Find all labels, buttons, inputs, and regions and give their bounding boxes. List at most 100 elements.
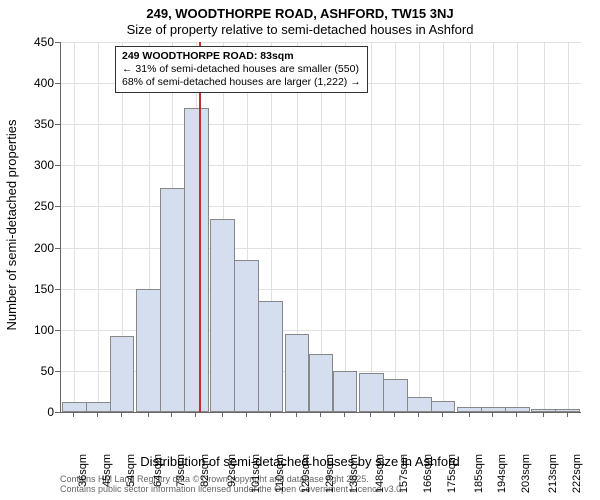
xtick-mark [270, 412, 271, 417]
xtick-label: 92sqm [226, 454, 238, 487]
histogram-bar [62, 402, 87, 412]
ytick-label: 300 [14, 158, 54, 172]
histogram-bar [285, 334, 310, 412]
annotation-box: 249 WOODTHORPE ROAD: 83sqm← 31% of semi-… [115, 46, 368, 93]
xtick-label: 222sqm [571, 454, 583, 493]
gridline-v [395, 42, 396, 412]
gridline-v [493, 42, 494, 412]
xtick-label: 175sqm [446, 454, 458, 493]
ytick-label: 350 [14, 117, 54, 131]
ytick-mark [55, 330, 60, 331]
xtick-label: 129sqm [324, 454, 336, 493]
xtick-label: 36sqm [77, 454, 89, 487]
xtick-mark [222, 412, 223, 417]
histogram-bar [110, 336, 135, 412]
xtick-mark [418, 412, 419, 417]
ytick-mark [55, 371, 60, 372]
histogram-bar [531, 409, 556, 412]
xtick-mark [492, 412, 493, 417]
xtick-mark [195, 412, 196, 417]
xtick-mark [344, 412, 345, 417]
xtick-label: 101sqm [250, 454, 262, 493]
xtick-mark [97, 412, 98, 417]
gridline-v [568, 42, 569, 412]
histogram-bar [383, 379, 408, 412]
ytick-label: 100 [14, 323, 54, 337]
gridline-v [345, 42, 346, 412]
xtick-label: 110sqm [274, 454, 286, 492]
histogram-bar [258, 301, 283, 412]
chart-title-main: 249, WOODTHORPE ROAD, ASHFORD, TW15 3NJ [0, 6, 600, 21]
plot-area: 249 WOODTHORPE ROAD: 83sqm← 31% of semi-… [60, 42, 581, 413]
xtick-mark [543, 412, 544, 417]
xtick-mark [171, 412, 172, 417]
xtick-label: 148sqm [374, 454, 386, 493]
ytick-mark [55, 83, 60, 84]
annotation-line-1: 249 WOODTHORPE ROAD: 83sqm [122, 50, 361, 63]
xtick-label: 54sqm [125, 454, 137, 487]
ytick-mark [55, 412, 60, 413]
histogram-bar [210, 219, 235, 412]
gridline-v [98, 42, 99, 412]
ytick-mark [55, 206, 60, 207]
ytick-label: 200 [14, 241, 54, 255]
xtick-mark [121, 412, 122, 417]
ytick-label: 0 [14, 405, 54, 419]
xtick-label: 157sqm [398, 454, 410, 493]
histogram-bar [136, 289, 161, 412]
gridline-v [443, 42, 444, 412]
ytick-label: 400 [14, 76, 54, 90]
xtick-mark [296, 412, 297, 417]
xtick-label: 64sqm [152, 454, 164, 487]
gridline-v [544, 42, 545, 412]
xtick-label: 82sqm [199, 454, 211, 487]
ytick-mark [55, 165, 60, 166]
gridline-v [74, 42, 75, 412]
xtick-mark [567, 412, 568, 417]
annotation-line-3: 68% of semi-detached houses are larger (… [122, 76, 361, 89]
histogram-bar [481, 407, 506, 412]
ytick-label: 450 [14, 35, 54, 49]
histogram-bar [309, 354, 334, 412]
xtick-label: 166sqm [422, 454, 434, 493]
xtick-label: 120sqm [300, 454, 312, 493]
ytick-mark [55, 248, 60, 249]
ytick-mark [55, 124, 60, 125]
xtick-label: 203sqm [520, 454, 532, 493]
xtick-mark [246, 412, 247, 417]
histogram-bar [234, 260, 259, 412]
xtick-label: 45sqm [101, 454, 113, 487]
ytick-mark [55, 42, 60, 43]
histogram-bar [160, 188, 185, 412]
ytick-mark [55, 289, 60, 290]
ytick-label: 250 [14, 199, 54, 213]
property-marker-line [199, 42, 201, 412]
histogram-bar [86, 402, 111, 412]
xtick-mark [469, 412, 470, 417]
histogram-bar [431, 401, 456, 412]
xtick-label: 185sqm [473, 454, 485, 493]
histogram-bar [555, 409, 580, 412]
histogram-bar [457, 407, 482, 412]
xtick-mark [442, 412, 443, 417]
histogram-bar [333, 371, 358, 412]
histogram-bar [407, 397, 432, 412]
ytick-label: 150 [14, 282, 54, 296]
gridline-v [470, 42, 471, 412]
property-size-histogram: 249, WOODTHORPE ROAD, ASHFORD, TW15 3NJ … [0, 0, 600, 500]
xtick-label: 73sqm [175, 454, 187, 487]
xtick-mark [320, 412, 321, 417]
ytick-label: 50 [14, 364, 54, 378]
histogram-bar [184, 108, 209, 412]
chart-title-sub: Size of property relative to semi-detach… [0, 22, 600, 37]
gridline-v [419, 42, 420, 412]
xtick-mark [516, 412, 517, 417]
xtick-mark [73, 412, 74, 417]
xtick-mark [394, 412, 395, 417]
gridline-v [517, 42, 518, 412]
gridline-v [371, 42, 372, 412]
histogram-bar [359, 373, 384, 412]
xtick-label: 213sqm [547, 454, 559, 493]
xtick-mark [148, 412, 149, 417]
annotation-line-2: ← 31% of semi-detached houses are smalle… [122, 63, 361, 76]
